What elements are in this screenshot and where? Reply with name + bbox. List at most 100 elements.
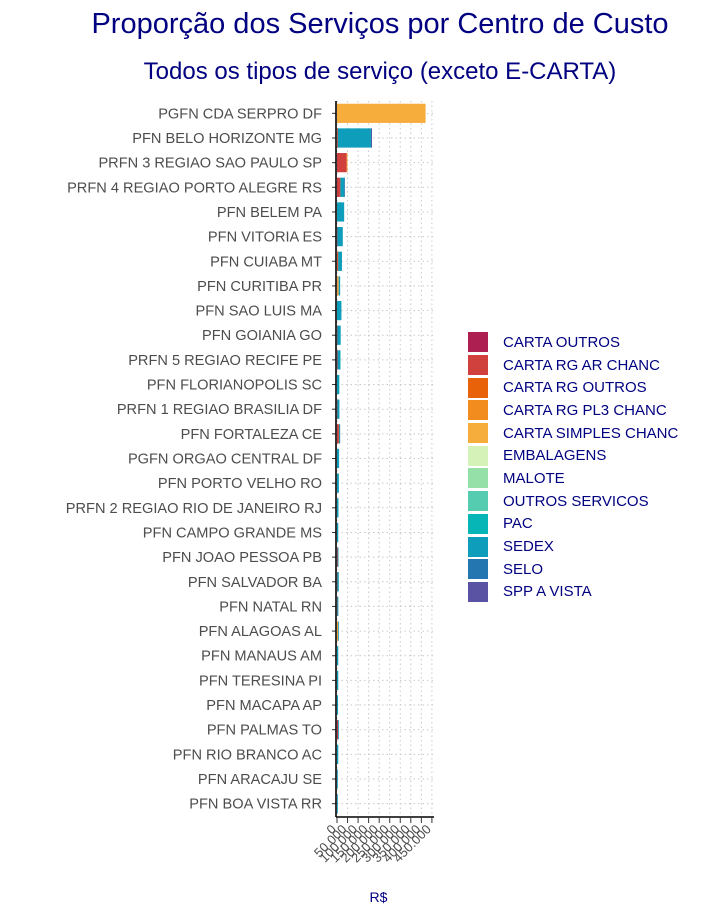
bar-segment: [338, 276, 341, 296]
legend: CARTA OUTROS CARTA RG AR CHANC CARTA RG OU…: [468, 331, 678, 603]
y-tick-label: PFN BELO HORIZONTE MG: [132, 131, 322, 147]
y-tick-label: PFN FLORIANOPOLIS SC: [147, 378, 322, 394]
bar-segment: [337, 448, 340, 469]
y-tick-label: PRFN 3 REGIAO SAO PAULO SP: [98, 156, 322, 172]
y-tick-label: PRFN 4 REGIAO PORTO ALEGRE RS: [67, 180, 322, 196]
legend-item: CARTA SIMPLES CHANC: [468, 422, 678, 445]
y-tick-label: PFN PORTO VELHO RO: [158, 476, 322, 492]
y-tick-label: PFN GOIANIA GO: [202, 328, 322, 344]
legend-item: CARTA RG PL3 CHANC: [468, 399, 678, 422]
bar-segment: [337, 547, 339, 567]
y-tick-label: PFN TERESINA PI: [199, 673, 322, 689]
y-tick-label: PFN ARACAJU SE: [198, 772, 322, 788]
y-tick-label: PFN PALMAS TO: [207, 723, 322, 739]
legend-label: SEDEX: [503, 538, 554, 556]
bar-segment: [337, 276, 339, 296]
y-tick-label: PFN MANAUS AM: [201, 649, 322, 665]
bar-segment: [337, 251, 338, 271]
legend-label: CARTA RG PL3 CHANC: [503, 401, 667, 419]
y-tick-label: PFN MACAPA AP: [206, 698, 322, 714]
y-tick-label: PRFN 1 REGIAO BRASILIA DF: [117, 402, 322, 418]
legend-swatch: [468, 536, 488, 557]
legend-label: OUTROS SERVICOS: [503, 492, 649, 510]
bar-segment: [337, 177, 341, 197]
y-tick-label: PGFN ORGAO CENTRAL DF: [128, 452, 322, 468]
legend-label: SPP A VISTA: [503, 583, 592, 601]
bar-segment: [337, 103, 426, 123]
bar-segment: [337, 300, 342, 321]
bar-segment: [338, 720, 339, 740]
bar-segment: [337, 744, 339, 764]
legend-item: CARTA OUTROS: [468, 331, 678, 354]
y-tick-label: PFN NATAL RN: [219, 599, 322, 615]
legend-swatch: [468, 581, 488, 602]
legend-swatch: [468, 559, 488, 580]
y-tick-label: PFN CUIABA MT: [210, 254, 322, 270]
legend-item: CARTA RG OUTROS: [468, 376, 678, 399]
bar-segment: [346, 153, 348, 173]
bar-segment: [337, 128, 338, 148]
y-tick-label: PFN RIO BRANCO AC: [173, 747, 322, 763]
y-tick-label: PFN BELEM PA: [217, 205, 322, 221]
y-tick-label: PFN BOA VISTA RR: [189, 797, 322, 813]
bar-segment: [340, 177, 345, 197]
legend-swatch: [468, 491, 488, 512]
legend-swatch: [468, 513, 488, 534]
bar-segment: [337, 350, 341, 370]
x-axis-title: R$: [370, 889, 388, 905]
bar-segment: [337, 399, 340, 419]
bar-segment: [337, 720, 339, 740]
legend-item: PAC: [468, 513, 678, 536]
bar-segment: [337, 720, 338, 740]
legend-item: SPP A VISTA: [468, 581, 678, 604]
bar-segment: [337, 621, 339, 641]
y-tick-label: PFN ALAGOAS AL: [199, 624, 322, 640]
y-tick-label: PRFN 5 REGIAO RECIFE PE: [128, 353, 322, 369]
legend-label: CARTA SIMPLES CHANC: [503, 424, 679, 442]
bar-segment: [337, 325, 341, 345]
bar-segment: [337, 621, 338, 641]
legend-label: CARTA RG AR CHANC: [503, 356, 660, 374]
bar-segment: [337, 769, 338, 789]
bar-segment: [337, 226, 343, 247]
legend-swatch: [468, 332, 488, 353]
bar-segment: [338, 128, 371, 148]
bar-segment: [337, 670, 339, 691]
chart-title: Proporção dos Serviços por Centro de Cus…: [91, 8, 669, 40]
bar-segment: [337, 646, 339, 666]
chart-subtitle: Todos os tipos de serviço (exceto E-CART…: [143, 58, 617, 85]
y-tick-label: PFN FORTALEZA CE: [181, 427, 323, 443]
legend-item: OUTROS SERVICOS: [468, 490, 678, 513]
legend-item: EMBALAGENS: [468, 444, 678, 467]
legend-swatch: [468, 355, 488, 376]
y-tick-label: PFN JOAO PESSOA PB: [162, 550, 322, 566]
legend-swatch: [468, 377, 488, 398]
legend-label: SELO: [503, 560, 544, 578]
bar-segment: [337, 596, 339, 617]
bar-segment: [337, 473, 339, 493]
legend-label: PAC: [503, 515, 533, 533]
legend-label: CARTA RG OUTROS: [503, 379, 647, 397]
bar-segment: [337, 547, 339, 567]
bar-segment: [338, 621, 339, 641]
y-tick-label: PGFN CDA SERPRO DF: [158, 106, 322, 122]
bar-segment: [337, 695, 339, 715]
legend-label: MALOTE: [503, 469, 565, 487]
y-tick-label: PFN VITORIA ES: [208, 230, 322, 246]
bar-segment: [337, 128, 339, 148]
legend-swatch: [468, 423, 488, 444]
y-tick-label: PFN CAMPO GRANDE MS: [143, 525, 322, 541]
bar-segment: [339, 424, 341, 444]
bar-segment: [337, 424, 339, 444]
legend-swatch: [468, 445, 488, 466]
bar-segment: [337, 794, 338, 814]
bar-segment: [337, 498, 339, 518]
legend-label: CARTA OUTROS: [503, 333, 620, 351]
legend-swatch: [468, 400, 488, 421]
bar-segment: [337, 572, 339, 592]
bar-segment: [337, 202, 345, 222]
bar-segment: [337, 350, 338, 370]
bar-segment: [337, 522, 339, 543]
y-tick-label: PFN CURITIBA PR: [197, 279, 322, 295]
legend-item: CARTA RG AR CHANC: [468, 354, 678, 377]
